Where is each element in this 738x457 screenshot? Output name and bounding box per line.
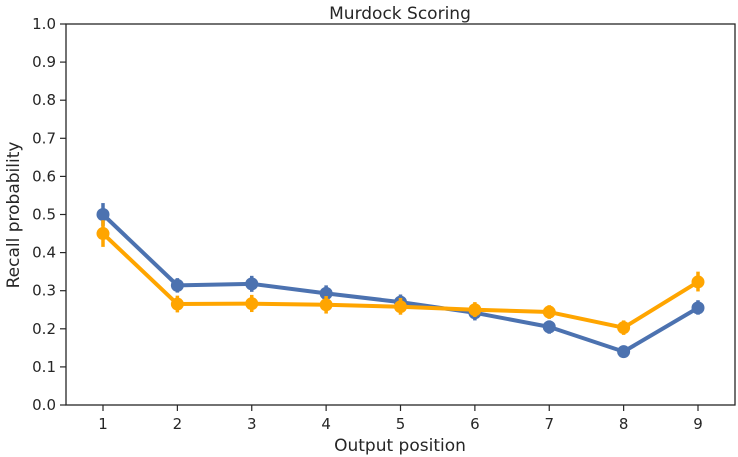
data-point	[96, 227, 110, 241]
x-axis-label: Output position	[334, 436, 466, 456]
plot-frame	[65, 23, 736, 406]
x-tick-label: 7	[544, 415, 554, 433]
chart-title: Murdock Scoring	[329, 4, 471, 24]
data-point	[468, 303, 482, 317]
y-tick-label: 0.1	[32, 358, 56, 376]
x-tick-label: 9	[693, 415, 703, 433]
x-tick-label: 1	[98, 415, 108, 433]
data-point	[170, 278, 184, 292]
y-tick-label: 1.0	[32, 15, 56, 33]
y-tick-label: 0.6	[32, 167, 56, 185]
x-tick-label: 2	[173, 415, 183, 433]
x-tick-label: 3	[247, 415, 257, 433]
data-point	[245, 277, 259, 291]
y-tick-label: 0.9	[32, 53, 56, 71]
y-tick-label: 0.7	[32, 129, 56, 147]
y-tick-label: 0.3	[32, 282, 56, 300]
y-tick-label: 0.0	[32, 396, 56, 414]
data-point	[691, 275, 705, 289]
y-tick-label: 0.4	[32, 244, 56, 262]
data-point	[245, 297, 259, 311]
series-1	[96, 203, 705, 359]
data-point	[542, 320, 556, 334]
data-point	[691, 301, 705, 315]
y-axis-ticks: 0.0 0.1 0.2 0.3 0.4 0.5 0.6 0.7 0.8 0.9 1.0	[32, 15, 66, 414]
data-point	[170, 297, 184, 311]
series-1-line	[101, 213, 700, 354]
series-layer	[96, 203, 705, 359]
y-tick-label: 0.8	[32, 91, 56, 109]
series-2	[96, 220, 705, 335]
x-tick-label: 5	[396, 415, 406, 433]
data-point	[319, 298, 333, 312]
x-axis-ticks: 1 2 3 4 5 6 7 8 9	[98, 405, 703, 433]
x-tick-label: 8	[619, 415, 629, 433]
y-tick-label: 0.5	[32, 206, 56, 224]
data-point	[96, 208, 110, 221]
data-point	[542, 305, 556, 319]
data-point	[617, 345, 631, 359]
y-tick-label: 0.2	[32, 320, 56, 338]
data-point	[617, 321, 631, 335]
data-point	[319, 286, 333, 300]
data-point	[394, 300, 407, 314]
x-tick-label: 4	[321, 415, 331, 433]
x-tick-label: 6	[470, 415, 480, 433]
y-axis-label: Recall probability	[4, 142, 24, 289]
